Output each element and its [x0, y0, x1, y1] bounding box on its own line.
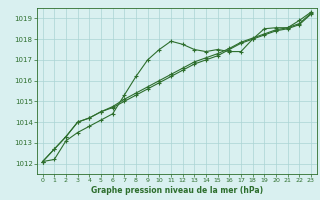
- X-axis label: Graphe pression niveau de la mer (hPa): Graphe pression niveau de la mer (hPa): [91, 186, 263, 195]
